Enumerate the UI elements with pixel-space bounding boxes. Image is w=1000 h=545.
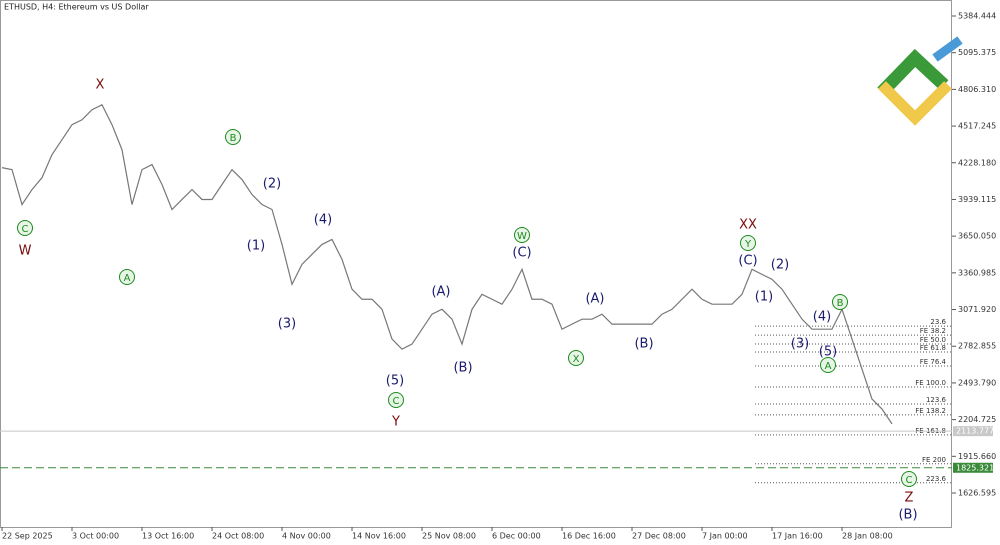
wave-label: B	[837, 298, 844, 309]
fib-label: FE 76.4	[920, 358, 947, 366]
wave-label: X	[573, 354, 580, 365]
wave-label: (1)	[755, 290, 773, 305]
x-tick-label: 27 Dec 08:00	[632, 532, 686, 541]
wave-label: A	[825, 361, 832, 372]
logo	[877, 36, 963, 126]
wave-label: Y	[744, 239, 752, 250]
wave-label: (4)	[813, 310, 831, 325]
wave-label: (B)	[898, 508, 917, 523]
wave-circle	[17, 220, 33, 236]
x-tick-label: 28 Jan 08:00	[842, 532, 893, 541]
wave-label: W	[517, 231, 527, 242]
wave-label: (5)	[386, 374, 404, 389]
x-tick-label: 14 Nov 16:00	[352, 532, 406, 541]
wave-label: (C)	[738, 254, 757, 269]
chart-title: ETHUSD, H4: Ethereum vs US Dollar	[4, 3, 149, 12]
fib-label: FE 138.2	[915, 407, 946, 415]
wave-label: A	[124, 273, 131, 284]
wave-label: (C)	[512, 246, 531, 261]
wave-label: C	[22, 224, 29, 235]
fib-label: FE 100.0	[915, 379, 946, 387]
fib-label: FE 38.2	[920, 327, 946, 335]
wave-label: XX	[739, 218, 757, 233]
y-tick-label: 2204.725	[958, 415, 996, 424]
y-tick-label: 4806.310	[958, 85, 996, 94]
wave-label: X	[96, 78, 105, 93]
logo-blue	[932, 36, 963, 62]
wave-circle	[514, 227, 530, 243]
wave-label: C	[393, 396, 400, 407]
y-tick-label: 3939.115	[958, 195, 996, 204]
y-tick-label: 2782.855	[958, 342, 996, 351]
logo-yellow	[878, 81, 952, 126]
fib-label: 123.6	[926, 396, 947, 404]
x-tick-label: 3 Oct 00:00	[72, 532, 119, 541]
y-tick-label: 4517.245	[958, 122, 996, 131]
x-tick-label: 16 Dec 16:00	[562, 532, 616, 541]
wave-label: (A)	[585, 292, 604, 307]
wave-label: (2)	[771, 258, 789, 273]
x-tick-label: 24 Oct 08:00	[212, 532, 264, 541]
wave-circle	[901, 471, 917, 487]
wave-label: (3)	[791, 337, 809, 352]
price-label: 2113.777	[956, 427, 994, 436]
wave-label: (B)	[634, 337, 653, 352]
wave-label: (3)	[278, 317, 296, 332]
x-tick-label: 4 Nov 00:00	[282, 532, 331, 541]
plot-frame	[0, 0, 952, 528]
wave-label: W	[19, 244, 32, 259]
wave-circle	[832, 294, 848, 310]
price-line-series	[1, 103, 893, 425]
x-tick-label: 7 Jan 00:00	[702, 532, 748, 541]
wave-circle	[740, 235, 756, 251]
x-tick-label: 17 Jan 16:00	[772, 532, 823, 541]
wave-circle	[119, 269, 135, 285]
logo-green	[877, 48, 949, 97]
x-tick-label: 13 Oct 16:00	[142, 532, 194, 541]
y-tick-label: 1626.595	[958, 489, 996, 498]
y-tick-label: 3650.050	[958, 232, 996, 241]
wave-label: (4)	[314, 213, 332, 228]
y-tick-label: 3360.985	[958, 268, 996, 277]
wave-label: (B)	[453, 361, 472, 376]
y-tick-label: 5095.375	[958, 48, 996, 57]
x-tick-label: 25 Nov 08:00	[422, 532, 476, 541]
wave-circle	[820, 357, 836, 373]
price-box	[953, 462, 993, 473]
wave-label: (2)	[263, 177, 281, 192]
wave-circle	[388, 392, 404, 408]
wave-label: (1)	[247, 239, 265, 254]
y-tick-label: 4228.180	[958, 158, 996, 167]
y-tick-label: 3071.920	[958, 305, 996, 314]
y-tick-label: 5384.444	[958, 12, 996, 21]
wave-label: B	[230, 133, 237, 144]
wave-label: Z	[905, 491, 914, 506]
price-label: 1825.321	[956, 463, 994, 472]
y-tick-label: 1915.660	[958, 452, 996, 461]
y-tick-label: 2493.790	[958, 378, 996, 387]
fib-label: FE 61.8	[920, 344, 946, 352]
wave-circle	[568, 350, 584, 366]
wave-label: C	[906, 475, 913, 486]
x-tick-label: 6 Dec 00:00	[492, 532, 541, 541]
fib-label: 23.6	[930, 318, 946, 326]
fib-label: 223.6	[926, 475, 947, 483]
wave-circle	[225, 129, 241, 145]
fib-label: FE 50.0	[920, 336, 946, 344]
wave-label: (5)	[819, 345, 837, 360]
wave-label: (A)	[431, 285, 450, 300]
x-tick-label: 22 Sep 2025	[2, 532, 53, 541]
wave-label: Y	[391, 415, 400, 430]
price-box	[953, 426, 993, 437]
fib-label: FE 200	[922, 456, 946, 464]
